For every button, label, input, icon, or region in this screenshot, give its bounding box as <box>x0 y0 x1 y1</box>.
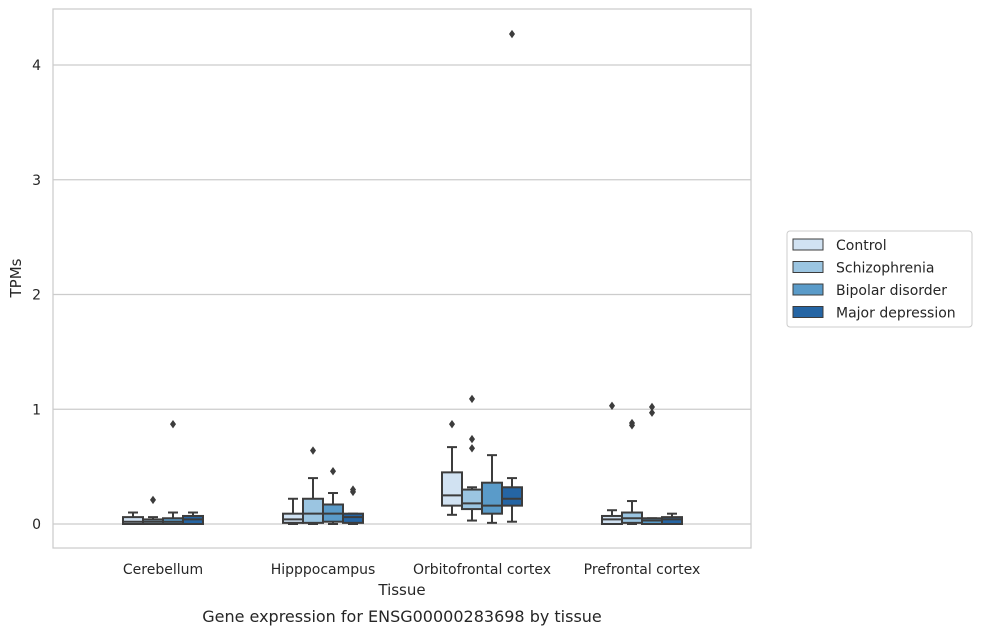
x-tick-label: Orbitofrontal cortex <box>413 562 551 578</box>
box <box>441 419 463 516</box>
y-axis-title: TPMs <box>7 258 25 298</box>
box-body <box>481 481 503 515</box>
series-group <box>142 394 643 525</box>
box <box>182 511 204 526</box>
x-tick-label: Cerebellum <box>123 562 203 578</box>
series-group <box>182 29 683 526</box>
outlier-point <box>608 401 616 411</box>
x-tick-label: Prefrontal cortex <box>584 562 701 578</box>
y-tick-label: 4 <box>32 58 41 74</box>
plot-frame <box>52 8 752 549</box>
legend-swatch <box>792 261 824 273</box>
box <box>641 402 663 526</box>
box-body <box>441 471 463 507</box>
outlier-point <box>329 467 337 476</box>
box-body <box>661 516 683 525</box>
y-tick-label: 2 <box>32 288 41 304</box>
y-tick-label: 3 <box>32 173 41 189</box>
series-group <box>122 401 623 526</box>
legend-swatch <box>792 283 824 296</box>
legend-swatch <box>792 306 824 318</box>
grid-lines <box>53 64 751 525</box>
outlier-point <box>508 29 516 39</box>
x-tick-label: Hipppocampus <box>271 562 376 578</box>
x-tick-labels: Cerebellum Hipppocampus Orbitofrontal cort… <box>123 562 700 578</box>
outlier-point <box>648 402 656 412</box>
legend-label: Control <box>836 238 887 254</box>
legend-label: Schizophrenia <box>836 261 934 277</box>
box <box>601 401 623 526</box>
outlier-point <box>468 444 476 453</box>
box-body <box>302 497 324 524</box>
outlier-point <box>468 434 476 444</box>
box <box>322 467 344 525</box>
legend-swatch <box>792 238 824 251</box>
outlier-point <box>169 419 177 429</box>
box-body <box>501 486 523 507</box>
box <box>162 419 184 526</box>
outlier-point <box>648 408 656 417</box>
box <box>282 497 304 525</box>
box <box>481 454 503 524</box>
box <box>142 495 164 525</box>
box-body <box>122 516 144 525</box>
outlier-point <box>468 394 476 404</box>
legend-frame <box>786 230 973 328</box>
box <box>621 418 643 525</box>
y-tick-label: 0 <box>32 517 41 533</box>
series-group <box>162 402 663 526</box>
outlier-point <box>448 419 456 429</box>
outlier-point <box>149 495 157 505</box>
outlier-point <box>349 485 357 494</box>
box-body <box>461 488 483 511</box>
chart-caption: Gene expression for ENSG00000283698 by t… <box>202 607 602 626</box>
outlier-point <box>628 418 636 428</box>
box <box>661 512 683 525</box>
box <box>122 511 144 525</box>
y-tick-labels: 0 1 2 3 4 <box>32 58 41 533</box>
y-tick-label: 1 <box>32 402 41 418</box>
box <box>461 394 483 522</box>
box-series <box>122 29 683 526</box>
box-body <box>282 512 304 524</box>
x-axis-title: Tissue <box>377 581 425 599</box>
box <box>501 29 523 523</box>
outlier-point <box>309 446 317 455</box>
legend-label: Major depression <box>836 306 956 322</box>
legend: Control Schizophrenia Bipolar disorder Majo… <box>786 230 973 328</box>
box <box>302 446 324 525</box>
legend-label: Bipolar disorder <box>836 283 947 299</box>
box-body <box>342 512 364 524</box>
box <box>342 485 364 525</box>
